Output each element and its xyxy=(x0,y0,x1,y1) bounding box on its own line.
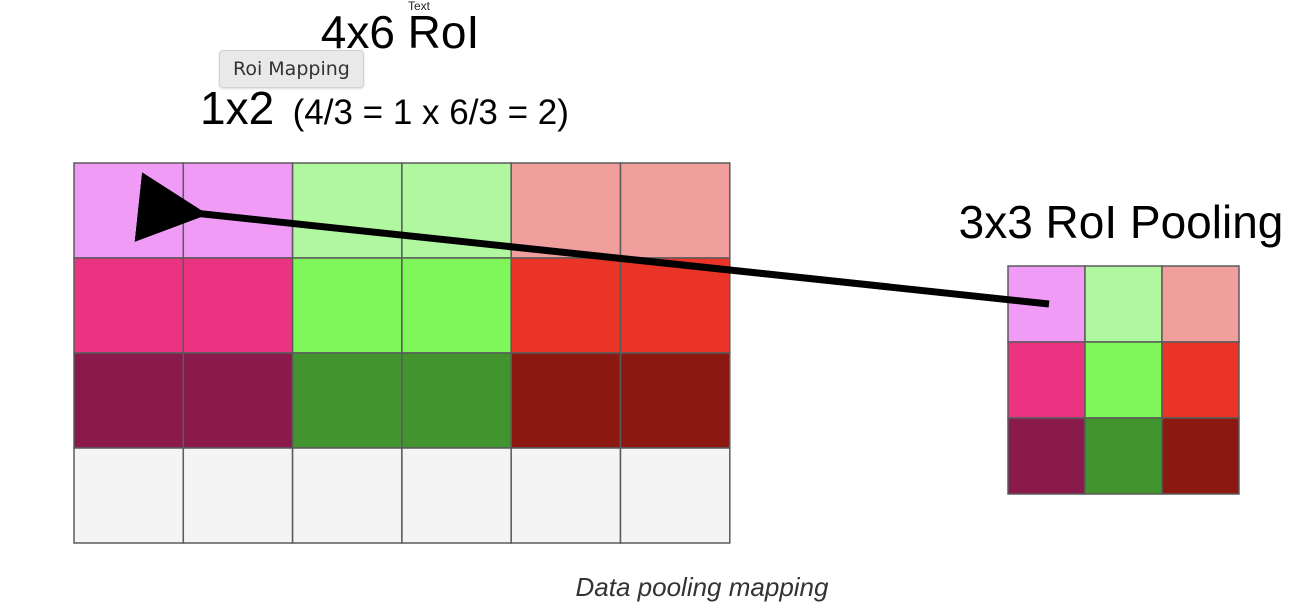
pool-cell-r1-c3 xyxy=(1161,265,1240,343)
roi-cell-r4-c2 xyxy=(182,447,294,544)
pooling-title: 3x3 RoI Pooling xyxy=(959,196,1284,248)
roi-cell-r3-c3 xyxy=(291,352,403,449)
roi-cell-r2-c5 xyxy=(510,257,622,354)
roi-cell-r3-c2 xyxy=(182,352,294,449)
pool-cell-r3-c3 xyxy=(1161,417,1240,495)
roi-cell-r4-c3 xyxy=(291,447,403,544)
roi-cell-r2-c1 xyxy=(73,257,185,354)
roi-mapping-detail: (4/3 = 1 x 6/3 = 2) xyxy=(293,93,569,132)
roi-cell-r1-c6 xyxy=(619,162,731,259)
pool-cell-r1-c2 xyxy=(1084,265,1163,343)
roi-cell-r2-c6 xyxy=(619,257,731,354)
figure-caption: Data pooling mapping xyxy=(575,572,829,602)
roi-cell-r4-c4 xyxy=(401,447,512,544)
roi-cell-r4-c6 xyxy=(619,447,731,544)
roi-grid xyxy=(73,162,731,544)
roi-cell-r1-c1 xyxy=(73,162,185,259)
roi-cell-r4-c5 xyxy=(510,447,622,544)
roi-mapping-label: 1x2 (4/3 = 1 x 6/3 = 2) xyxy=(200,82,569,134)
mapping-arrow xyxy=(134,172,1050,308)
pool-cell-r2-c1 xyxy=(1007,341,1086,419)
roi-cell-r2-c4 xyxy=(401,257,512,354)
roi-cell-r1-c5 xyxy=(510,162,622,259)
roi-title: 4x6 RoI xyxy=(321,6,480,58)
roi-cell-r2-c3 xyxy=(291,257,403,354)
roi-cell-r4-c1 xyxy=(73,447,185,544)
pool-cell-r2-c3 xyxy=(1161,341,1240,419)
roi-cell-r3-c6 xyxy=(619,352,731,449)
pooling-grid xyxy=(1007,265,1240,495)
roi-title-note: Text xyxy=(408,0,431,13)
pool-cell-r3-c1 xyxy=(1007,417,1086,495)
roi-cell-r1-c3 xyxy=(291,162,403,259)
roi-cell-r3-c5 xyxy=(510,352,622,449)
pool-cell-r2-c2 xyxy=(1084,341,1163,419)
roi-cell-r2-c2 xyxy=(182,257,294,354)
roi-cell-r3-c4 xyxy=(401,352,512,449)
roi-mapping-tooltip: Roi Mapping xyxy=(219,50,364,88)
roi-cell-r3-c1 xyxy=(73,352,185,449)
pool-cell-r3-c2 xyxy=(1084,417,1163,495)
roi-mapping-main: 1x2 xyxy=(200,82,274,134)
